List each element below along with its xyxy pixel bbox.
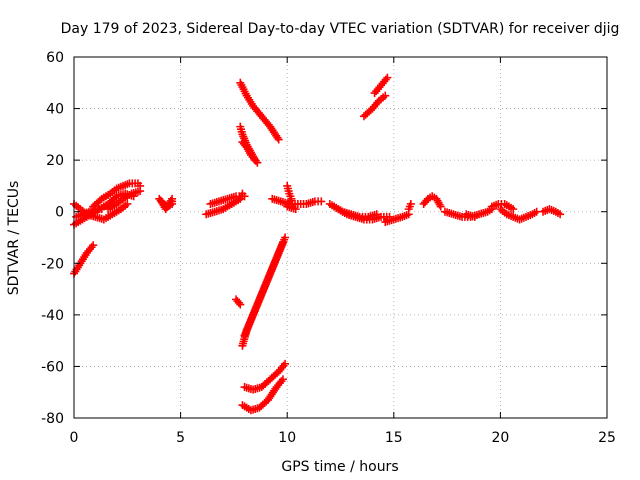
data-point [97,205,106,214]
data-point [89,241,98,250]
grid-layer [74,57,607,418]
data-track [330,202,381,221]
data-track [155,194,177,214]
x-tick-label: 0 [70,430,79,446]
y-axis-title: SDTVAR / TECUs [6,181,22,296]
data-point [240,331,249,340]
data-point [278,375,287,384]
data-point [436,202,445,211]
data-track [238,138,262,167]
data-point [157,197,166,206]
data-point [291,205,300,214]
data-point [274,135,283,144]
data-track [370,73,392,98]
data-point [372,210,381,219]
x-tick-label: 15 [385,430,403,446]
data-point [281,359,290,368]
data-point [238,341,247,350]
data-track [89,179,145,211]
data-track [359,91,390,121]
y-tick-label: -60 [41,359,64,375]
data-track [232,295,245,309]
data-track [381,210,413,227]
data-point [509,205,518,214]
data-track [419,192,445,211]
data-track [238,375,287,415]
x-tick-label: 25 [598,430,616,446]
x-tick-label: 5 [176,430,185,446]
y-tick-label: 20 [46,153,64,169]
data-point [381,91,390,100]
data-track [404,199,415,214]
data-point [273,133,282,142]
x-tick-label: 20 [491,430,509,446]
y-tick-label: -20 [41,256,64,272]
data-track [240,359,290,394]
data-track [283,181,300,214]
data-point [238,192,247,201]
data-point [234,298,243,307]
data-point [123,199,132,208]
x-tick-label: 10 [278,430,296,446]
data-track [462,210,479,221]
data-layer [70,73,565,415]
data-track [70,199,132,224]
data-point [236,300,245,309]
y-tick-label: 40 [46,102,64,118]
data-point [136,187,145,196]
data-point [317,197,326,206]
data-track [487,199,518,214]
data-point [556,210,565,219]
data-track [539,205,565,219]
data-track [70,241,98,278]
data-track [496,205,541,224]
data-track [268,194,326,208]
data-track [72,205,106,221]
data-point [470,212,479,221]
data-track [202,189,249,219]
y-tick-label: -40 [41,308,64,324]
data-point [406,199,415,208]
chart-title: Day 179 of 2023, Sidereal Day-to-day VTE… [61,21,620,37]
data-track [236,78,283,144]
tick-layer: 0 5 10 15 20 25 -80 -60 -40 -20 0 20 40 60 [41,50,616,446]
data-point [253,158,262,167]
x-axis-title: GPS time / hours [281,459,398,475]
data-point [383,73,392,82]
y-tick-label: 0 [55,205,64,221]
y-tick-label: 60 [46,50,64,66]
data-track [104,187,145,214]
data-track [206,192,247,208]
y-tick-label: -80 [41,411,64,427]
data-track [240,238,287,340]
plot-frame [73,56,608,419]
